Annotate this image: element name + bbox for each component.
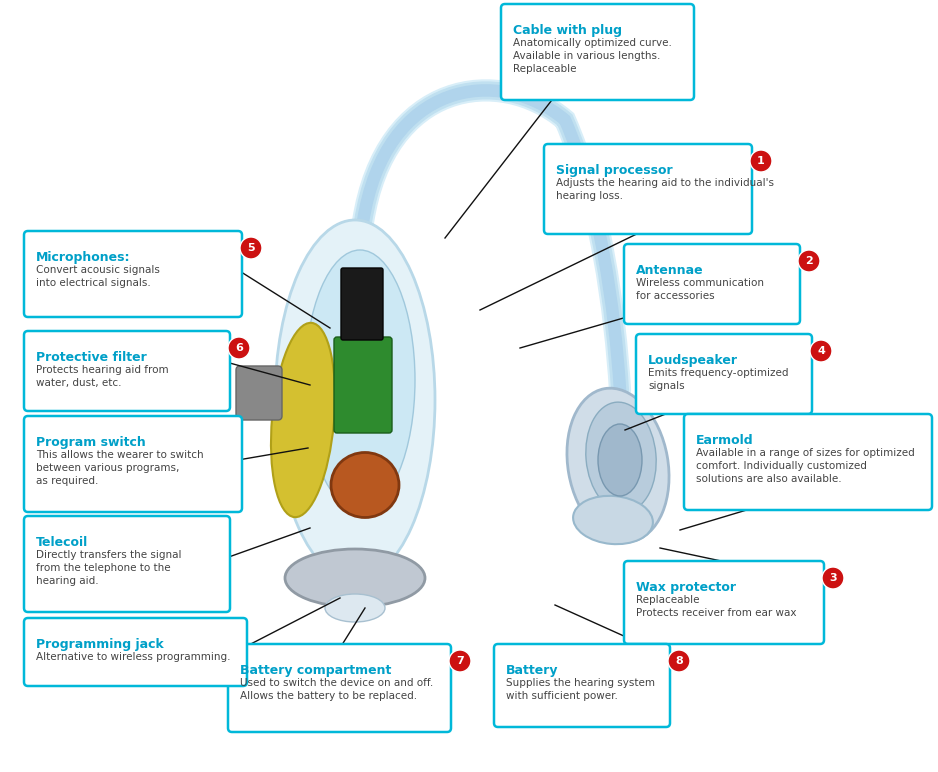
Ellipse shape (567, 388, 669, 542)
Text: Anatomically optimized curve.
Available in various lengths.
Replaceable: Anatomically optimized curve. Available … (513, 38, 672, 74)
FancyBboxPatch shape (636, 334, 812, 414)
Text: 5: 5 (248, 243, 255, 253)
Text: Wax protector: Wax protector (636, 581, 736, 594)
Ellipse shape (598, 424, 642, 496)
Ellipse shape (586, 402, 657, 512)
Text: Battery: Battery (506, 664, 558, 677)
FancyBboxPatch shape (684, 414, 932, 510)
Text: 6: 6 (235, 343, 243, 353)
FancyBboxPatch shape (341, 268, 383, 340)
Text: 2: 2 (805, 256, 813, 266)
Text: Signal processor: Signal processor (556, 164, 673, 177)
Ellipse shape (271, 323, 335, 517)
Text: Programming jack: Programming jack (36, 638, 164, 651)
Text: Directly transfers the signal
from the telephone to the
hearing aid.: Directly transfers the signal from the t… (36, 550, 181, 587)
Ellipse shape (331, 452, 399, 517)
Text: Protects hearing aid from
water, dust, etc.: Protects hearing aid from water, dust, e… (36, 365, 169, 388)
Text: Earmold: Earmold (696, 434, 753, 447)
FancyBboxPatch shape (334, 337, 392, 433)
Circle shape (228, 337, 250, 359)
Text: Protective filter: Protective filter (36, 351, 146, 364)
Ellipse shape (275, 220, 435, 580)
FancyBboxPatch shape (624, 244, 800, 324)
FancyBboxPatch shape (24, 231, 242, 317)
Text: Antennae: Antennae (636, 264, 704, 277)
Circle shape (798, 250, 820, 272)
Text: Replaceable
Protects receiver from ear wax: Replaceable Protects receiver from ear w… (636, 595, 796, 618)
FancyBboxPatch shape (624, 561, 824, 644)
FancyBboxPatch shape (544, 144, 752, 234)
Ellipse shape (325, 594, 385, 622)
FancyBboxPatch shape (501, 4, 694, 100)
FancyBboxPatch shape (24, 618, 247, 686)
Text: Available in a range of sizes for optimized
comfort. Individually customized
sol: Available in a range of sizes for optimi… (696, 448, 915, 484)
Circle shape (240, 237, 262, 259)
Ellipse shape (285, 549, 425, 607)
Text: 1: 1 (757, 156, 764, 166)
FancyBboxPatch shape (236, 366, 282, 420)
Text: Loudspeaker: Loudspeaker (648, 354, 738, 367)
Circle shape (668, 650, 690, 672)
Text: Supplies the hearing system
with sufficient power.: Supplies the hearing system with suffici… (506, 678, 655, 701)
Text: Program switch: Program switch (36, 436, 145, 449)
Text: Alternative to wireless programming.: Alternative to wireless programming. (36, 652, 231, 662)
Text: Battery compartment: Battery compartment (240, 664, 391, 677)
Text: Adjusts the hearing aid to the individual's
hearing loss.: Adjusts the hearing aid to the individua… (556, 178, 774, 201)
Text: Used to switch the device on and off.
Allows the battery to be replaced.: Used to switch the device on and off. Al… (240, 678, 433, 701)
Circle shape (750, 150, 772, 172)
Ellipse shape (573, 496, 653, 544)
Ellipse shape (305, 250, 415, 510)
Text: 3: 3 (829, 573, 837, 583)
FancyBboxPatch shape (24, 416, 242, 512)
FancyBboxPatch shape (24, 331, 230, 411)
Text: This allows the wearer to switch
between various programs,
as required.: This allows the wearer to switch between… (36, 450, 204, 486)
Circle shape (822, 567, 844, 589)
FancyBboxPatch shape (24, 516, 230, 612)
Text: Cable with plug: Cable with plug (513, 24, 622, 37)
Circle shape (810, 340, 832, 362)
Text: 4: 4 (817, 346, 825, 356)
Text: Convert acousic signals
into electrical signals.: Convert acousic signals into electrical … (36, 265, 159, 288)
Text: 8: 8 (675, 656, 683, 666)
Text: 7: 7 (456, 656, 464, 666)
FancyBboxPatch shape (494, 644, 670, 727)
Circle shape (449, 650, 471, 672)
Text: Emits frequency-optimized
signals: Emits frequency-optimized signals (648, 368, 789, 391)
Text: Microphones:: Microphones: (36, 251, 130, 264)
Text: Telecoil: Telecoil (36, 536, 88, 549)
FancyBboxPatch shape (228, 644, 451, 732)
Text: Wireless communication
for accessories: Wireless communication for accessories (636, 278, 764, 301)
